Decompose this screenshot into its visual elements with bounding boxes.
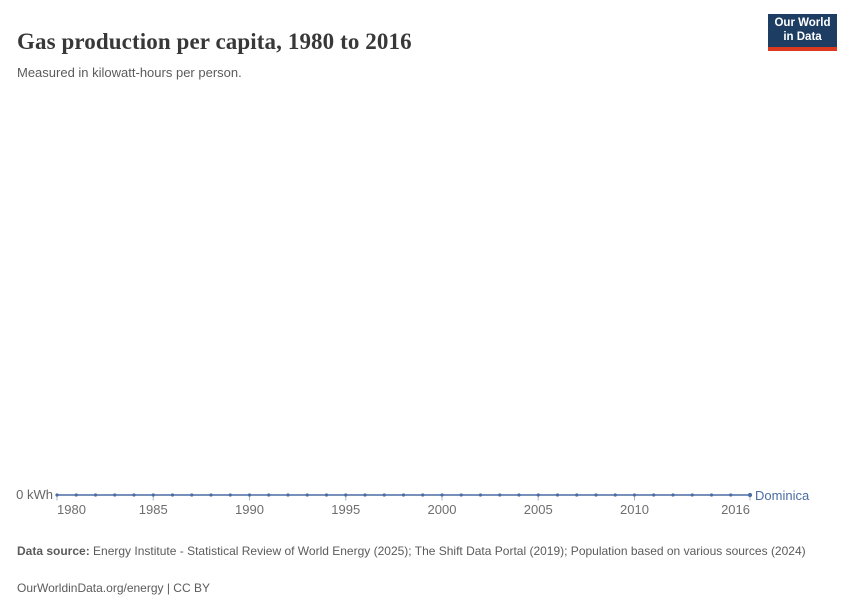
- series-point: [363, 493, 367, 497]
- series-point: [613, 493, 617, 497]
- series-point: [729, 493, 733, 497]
- series-point: [286, 493, 290, 497]
- series-point: [555, 493, 560, 497]
- owid-logo: Our World in Data: [768, 14, 837, 51]
- series-point: [536, 493, 540, 497]
- series-point: [209, 493, 213, 497]
- series-point: [151, 493, 155, 497]
- series-point: [247, 493, 252, 497]
- series-point: [401, 493, 406, 497]
- y-axis-zero-label: 0 kWh: [16, 487, 53, 502]
- series-point: [74, 493, 78, 497]
- x-axis-svg: 1980 1985 1990 1995 2000 2005 2010 2016: [55, 492, 753, 517]
- series-point: [440, 493, 444, 497]
- series-point: [478, 493, 483, 497]
- x-axis-tick-label: 2016: [721, 502, 750, 517]
- series-point: [344, 493, 348, 497]
- series-point: [267, 493, 271, 497]
- series-point: [747, 492, 753, 498]
- series-point: [421, 493, 425, 497]
- series-point: [228, 493, 232, 497]
- owid-logo-line2: in Data: [783, 30, 822, 43]
- series-point: [305, 493, 309, 497]
- series-point: [459, 493, 463, 497]
- series-point: [671, 493, 675, 497]
- series-point: [170, 493, 175, 497]
- series-point: [632, 493, 637, 497]
- x-axis-tick-label: 1985: [139, 502, 168, 517]
- series-point: [382, 493, 386, 497]
- owid-logo-line1: Our World: [774, 16, 831, 29]
- series-point: [517, 493, 521, 497]
- x-axis-tick-label: 1980: [57, 502, 86, 517]
- series-point: [575, 493, 579, 497]
- chart-subtitle: Measured in kilowatt-hours per person.: [17, 65, 242, 80]
- series-point: [652, 493, 656, 497]
- data-source-note: Data source: Energy Institute - Statisti…: [17, 544, 812, 559]
- x-axis-tick-label: 2010: [620, 502, 649, 517]
- x-axis-tick-label: 1990: [235, 502, 264, 517]
- series-point: [594, 493, 598, 497]
- series-entity-label[interactable]: Dominica: [755, 488, 810, 503]
- data-source-text: Energy Institute - Statistical Review of…: [89, 544, 806, 558]
- page-title: Gas production per capita, 1980 to 2016: [17, 29, 412, 55]
- data-source-label: Data source:: [17, 544, 90, 558]
- x-axis-tick-label: 2000: [428, 502, 457, 517]
- series-point: [93, 493, 98, 497]
- series-point: [690, 493, 694, 497]
- x-axis-tick-label: 2005: [524, 502, 553, 517]
- series-point: [324, 493, 329, 497]
- series-point: [709, 493, 714, 497]
- series-point: [190, 493, 194, 497]
- series-point: [113, 493, 117, 497]
- license-link[interactable]: OurWorldinData.org/energy | CC BY: [17, 581, 210, 595]
- series-point: [132, 493, 136, 497]
- x-axis-tick-label: 1995: [331, 502, 360, 517]
- series-point: [55, 493, 59, 497]
- series-point: [498, 493, 502, 497]
